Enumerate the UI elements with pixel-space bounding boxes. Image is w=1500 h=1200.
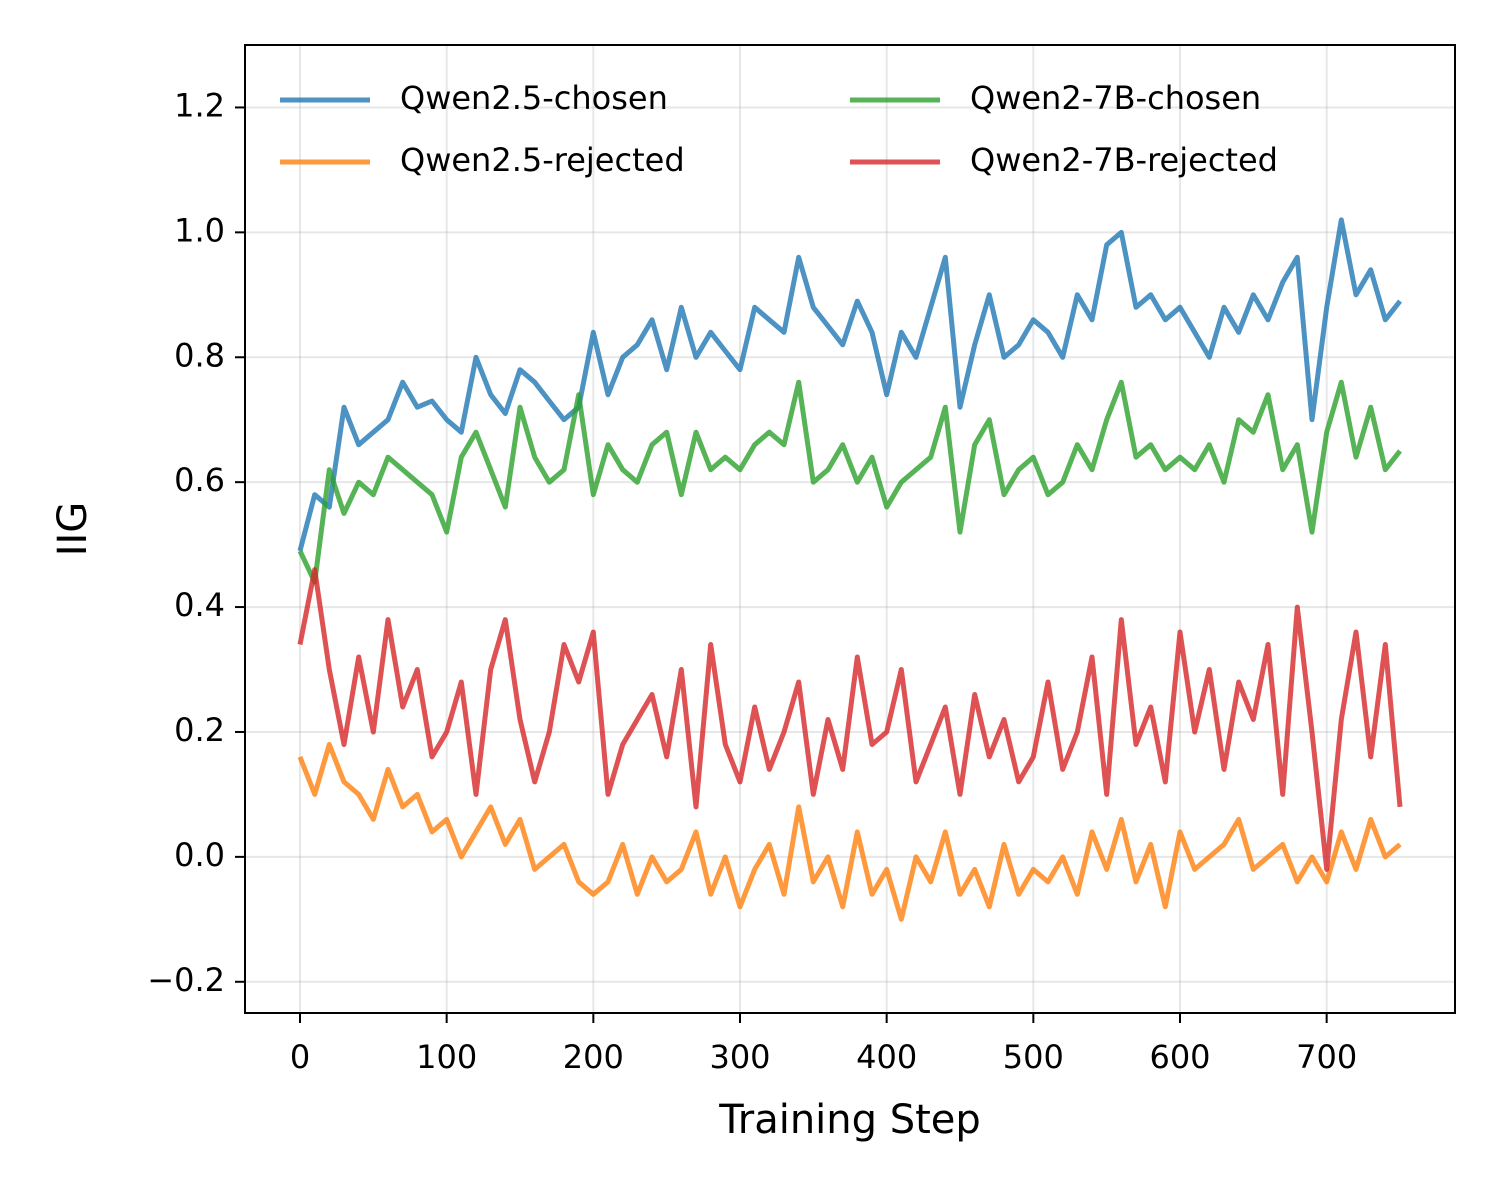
y-axis-label: IIG — [50, 502, 96, 557]
series-line — [297, 742, 1402, 922]
legend-label: Qwen2.5-rejected — [400, 141, 685, 179]
y-tick-label: 1.2 — [174, 86, 225, 124]
y-tick-label: 0.6 — [174, 461, 225, 499]
y-tick-label: 0.4 — [174, 586, 225, 624]
series-line — [297, 567, 1403, 872]
y-tick-label: 0.0 — [174, 836, 225, 874]
x-tick-label: 100 — [416, 1038, 477, 1076]
x-tick-label: 200 — [563, 1038, 624, 1076]
y-tick-label: 0.8 — [174, 336, 225, 374]
plot-frame — [244, 44, 1456, 1014]
legend-label: Qwen2.5-chosen — [400, 79, 668, 117]
x-tick-label: 500 — [1003, 1038, 1064, 1076]
series-line — [297, 217, 1402, 552]
legend-label: Qwen2-7B-chosen — [970, 79, 1261, 117]
x-tick-label: 400 — [856, 1038, 917, 1076]
x-axis-label: Training Step — [718, 1097, 981, 1143]
x-tick-label: 300 — [709, 1038, 770, 1076]
legend-label: Qwen2-7B-rejected — [970, 141, 1278, 179]
y-tick-label: 1.0 — [174, 211, 225, 249]
y-tick-label: −0.2 — [147, 961, 225, 999]
x-tick-label: 0 — [290, 1038, 310, 1076]
x-tick-label: 700 — [1296, 1038, 1357, 1076]
y-tick-label: 0.2 — [174, 711, 225, 749]
series-line — [297, 379, 1402, 585]
x-tick-label: 600 — [1149, 1038, 1210, 1076]
